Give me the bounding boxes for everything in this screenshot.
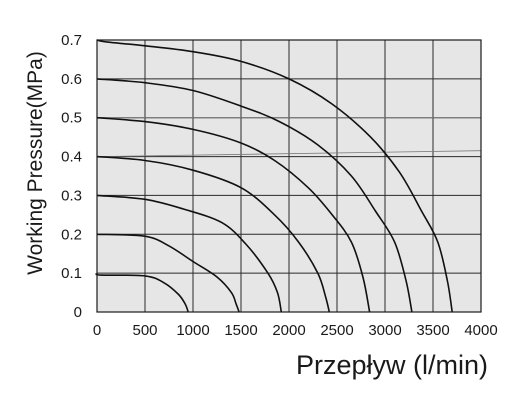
series-line-3	[96, 194, 283, 313]
y-tick-label: 0.2	[61, 226, 82, 243]
x-tick-label: 1500	[224, 322, 257, 339]
series-line-1	[95, 272, 189, 313]
series-line-6	[96, 78, 413, 313]
y-tick-label: 0.4	[61, 149, 82, 166]
x-tick-label: 3000	[368, 322, 401, 339]
series-line-7	[96, 39, 453, 313]
tick-labels: 0 500 1000 1500 2000 2500 3000 3500 4000 0 0.1 0.2 0…	[61, 32, 498, 339]
series-line-5	[96, 116, 371, 313]
plot-border	[96, 39, 482, 313]
x-tick-label: 3500	[416, 322, 449, 339]
y-tick-label: 0.5	[61, 110, 82, 127]
y-tick-label: 0.7	[61, 32, 82, 49]
x-tick-label: 500	[132, 322, 157, 339]
x-tick-label: 2500	[320, 322, 353, 339]
x-tick-label: 2000	[272, 322, 305, 339]
y-axis-title: Working Pressure(MPa)	[24, 51, 47, 275]
series-line-2	[96, 233, 240, 313]
series-lines	[95, 39, 453, 313]
guide-line	[96, 150, 482, 157]
y-tick-label: 0.1	[61, 265, 82, 282]
x-tick-label: 4000	[464, 322, 497, 339]
plot-frame	[96, 39, 482, 313]
guide-lines	[96, 117, 482, 157]
x-tick-label: 0	[93, 322, 101, 339]
series-line-4	[96, 155, 331, 313]
x-axis-title: Przepływ (l/min)	[296, 350, 488, 380]
y-tick-label: 0.6	[61, 71, 82, 88]
y-tick-label: 0.3	[61, 187, 82, 204]
y-tick-label: 0	[74, 304, 82, 321]
x-tick-label: 1000	[176, 322, 209, 339]
